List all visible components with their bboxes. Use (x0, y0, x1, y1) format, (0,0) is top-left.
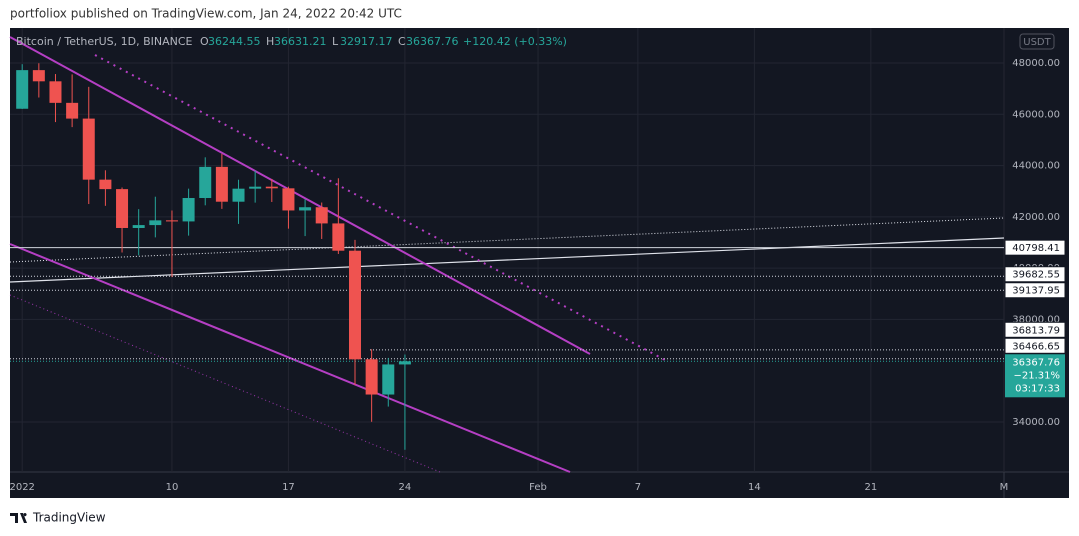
price-label: 36813.79 (1012, 325, 1060, 336)
candle-body (282, 188, 295, 211)
x-tick-label: 17 (282, 482, 295, 493)
price-label: 40798.41 (1012, 243, 1060, 254)
legend-key: L (332, 35, 339, 48)
y-tick-label: 42000.00 (1012, 212, 1060, 223)
y-tick-label: 38000.00 (1012, 314, 1060, 325)
candle-body (149, 220, 162, 226)
legend-value: 36367.76 (406, 35, 459, 48)
legend-key: C (398, 35, 406, 48)
legend-key: O (200, 35, 209, 48)
legend-value: 36631.21 (274, 35, 327, 48)
price-label-bg (1004, 321, 1066, 338)
logo-mark (10, 513, 27, 523)
candle-body (16, 70, 29, 109)
currency: USDT (1023, 37, 1051, 48)
price-label-bg (1004, 337, 1066, 354)
price-label-bg (1004, 239, 1066, 256)
channel-line-dotted (9, 294, 441, 473)
levels (10, 247, 1004, 362)
footer-logo: TradingView (10, 511, 106, 525)
x-tick-label: 24 (399, 482, 412, 493)
candle-body (82, 118, 95, 180)
channel-line (9, 36, 591, 355)
candle-body (398, 361, 411, 365)
symbol: Bitcoin / TetherUS, 1D, BINANCE (16, 35, 193, 48)
x-tick-label: 10 (166, 482, 179, 493)
candle-body (349, 250, 361, 360)
last-price-change: −21.31% (1013, 370, 1060, 381)
x-tick-label: 7 (635, 482, 641, 493)
candle-body (365, 359, 378, 395)
brand: TradingView (32, 511, 106, 525)
candle-body (49, 81, 62, 103)
legend-value: 36244.55 (208, 35, 261, 48)
legend-key: H (266, 35, 274, 48)
trend-line-dotted (9, 217, 1005, 263)
candle-body (199, 166, 212, 199)
x-tick-label: 14 (748, 482, 761, 493)
candle-body (265, 186, 278, 189)
y-tick-label: 46000.00 (1012, 109, 1060, 120)
trend-line (9, 237, 1005, 283)
candle-body (66, 102, 79, 119)
candle-body (249, 186, 262, 189)
last-price-bg (1005, 354, 1065, 398)
legend-change: +120.42 (+0.33%) (463, 35, 567, 48)
x-tick-label: 21 (864, 482, 877, 493)
y-tick-label: 44000.00 (1012, 161, 1060, 172)
last-price: 36367.76 (1012, 357, 1060, 368)
candle-body (232, 188, 245, 202)
price-label: 39137.95 (1012, 286, 1060, 297)
x-tick-label: M (1000, 482, 1009, 493)
price-label-bg (1004, 282, 1066, 299)
candle-body (132, 225, 145, 228)
published-line: portfoliox published on TradingView.com,… (10, 7, 402, 21)
y-tick-label: 34000.00 (1012, 417, 1060, 428)
candles (16, 63, 411, 450)
candle-body (332, 223, 345, 251)
candle-body (99, 179, 112, 190)
candle-body (165, 220, 178, 222)
candle-body (182, 198, 195, 222)
x-tick-label: Feb (529, 482, 547, 493)
price-label: 39682.55 (1012, 270, 1060, 281)
candle-body (299, 207, 312, 211)
y-tick-label: 48000.00 (1012, 58, 1060, 69)
bar-countdown: 03:17:33 (1015, 383, 1060, 394)
channel-line (9, 243, 571, 473)
candle-body (32, 70, 45, 82)
x-tick-label: 2022 (9, 482, 34, 493)
chart-bg (10, 28, 1069, 498)
drawings (9, 36, 1005, 473)
currency-badge (1019, 33, 1055, 50)
price-label-bg (1004, 266, 1066, 283)
symbol-legend: Bitcoin / TetherUS, 1D, BINANCE O 36244.5… (16, 35, 567, 48)
price-label: 36466.65 (1012, 341, 1060, 352)
candle-body (315, 207, 328, 224)
legend-value: 32917.17 (340, 35, 393, 48)
candle-body (382, 364, 395, 395)
channel-line-dotted (94, 54, 666, 361)
candle-body (215, 166, 228, 202)
price-axis: 34000.0038000.0040000.0042000.0044000.00… (1004, 58, 1066, 428)
candle-body (116, 189, 129, 228)
